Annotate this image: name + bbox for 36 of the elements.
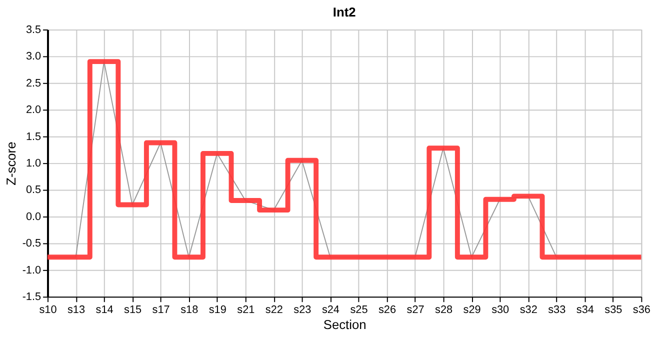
chart-title: Int2 [332,4,356,20]
x-tick-label: s23 [294,304,312,316]
x-axis-title: Section [323,316,366,332]
x-tick-label: s21 [237,304,255,316]
x-tick-label: s14 [96,304,114,316]
x-tick-label: s18 [180,304,198,316]
y-tick-label: -1.5 [22,291,42,304]
x-tick-label: s17 [152,304,170,316]
y-axis-title: Z-score [3,142,18,186]
x-tick-label: s30 [492,304,510,316]
x-tick-label: s10 [39,304,57,316]
x-tick-label: s35 [604,304,622,316]
y-tick-label: 2.0 [26,104,42,116]
x-tick-label: s29 [463,304,481,316]
x-tick-label: s36 [632,304,650,316]
x-tick-label: s25 [350,304,368,316]
y-tick-label: 0.0 [26,210,42,223]
y-tick-label: 0.5 [26,184,42,196]
y-tick-label: -1.0 [22,264,42,276]
y-tick-label: 1.5 [26,130,42,143]
y-tick-label: -0.5 [22,238,42,250]
y-tick-label: 2.5 [26,77,42,90]
y-tick-label: 3.0 [26,50,42,63]
x-tick-label: s32 [520,304,538,316]
x-tick-label: s19 [208,304,226,316]
x-tick-label: s34 [576,304,594,316]
x-tick-label: s22 [265,304,283,316]
y-tick-label: 1.0 [26,158,42,170]
x-tick-label: s13 [67,304,86,316]
x-tick-label: s27 [406,304,424,316]
x-tick-label: s15 [124,304,142,316]
x-tick-label: s28 [435,304,453,316]
y-tick-label: 3.5 [26,24,42,36]
x-tick-label: s26 [378,304,396,316]
x-tick-label: s33 [548,304,566,316]
x-tick-label: s24 [322,304,340,316]
